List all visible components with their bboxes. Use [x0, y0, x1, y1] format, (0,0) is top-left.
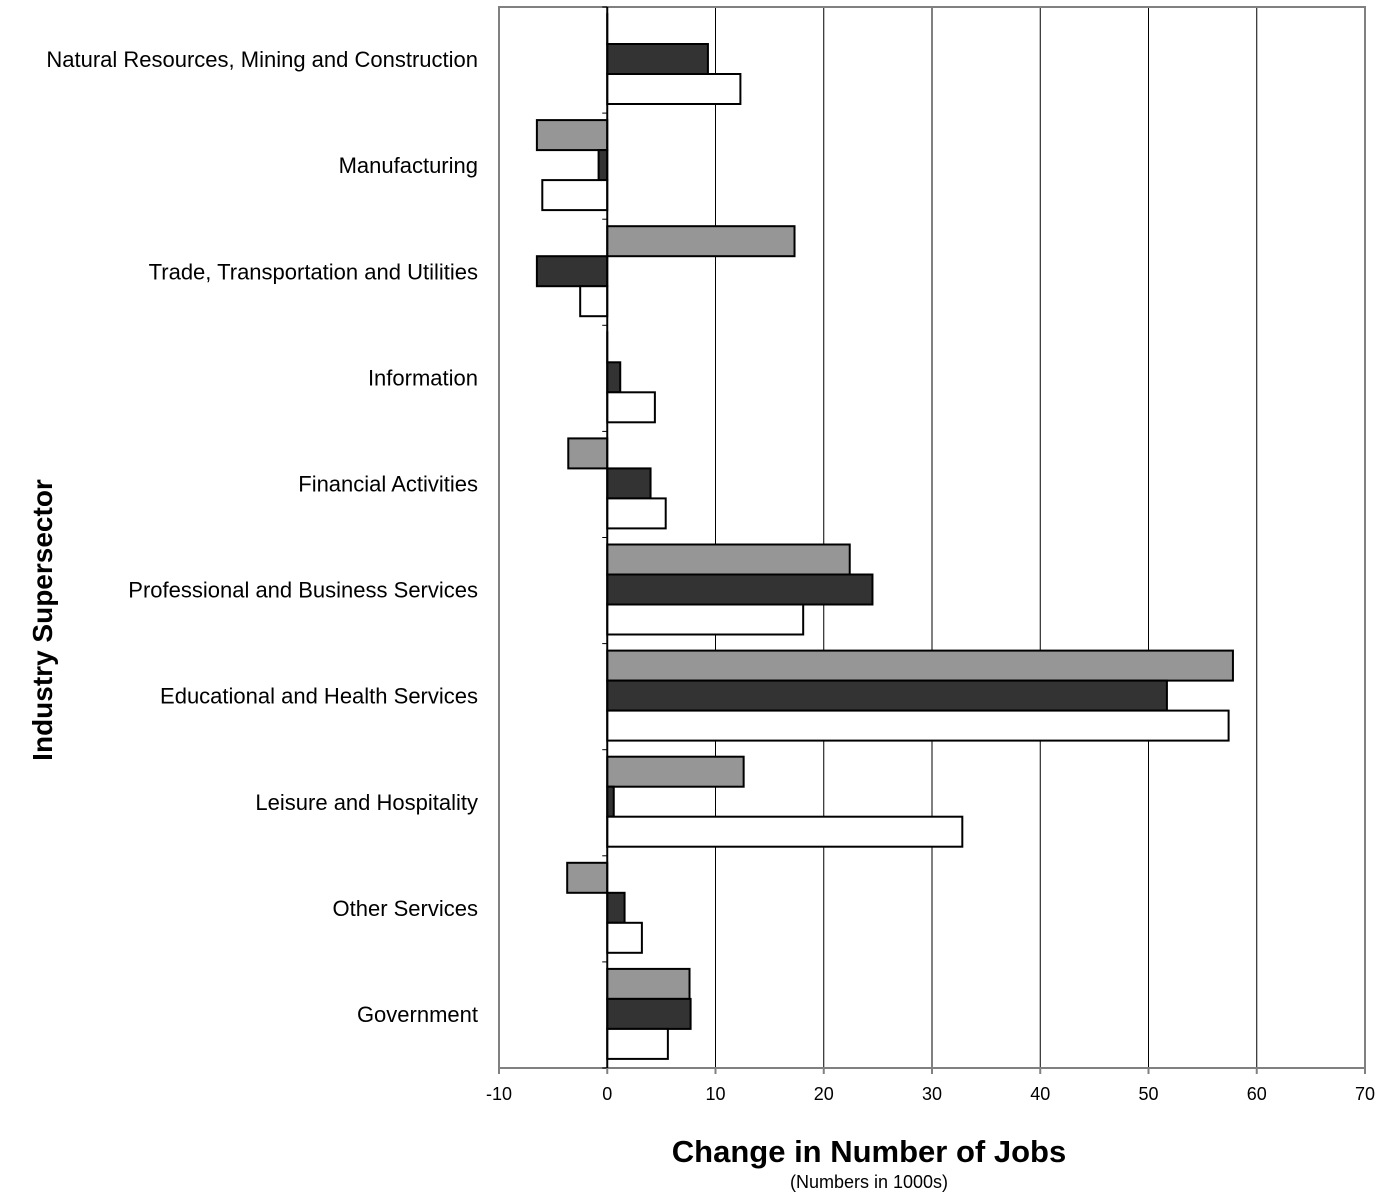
bar: [606, 43, 709, 75]
bar: [606, 543, 851, 576]
bar: [606, 967, 691, 1000]
category-label: Professional and Business Services: [128, 578, 478, 603]
bar: [606, 921, 643, 954]
x-tick-label: 70: [1355, 1084, 1375, 1104]
axes: [498, 6, 1366, 1074]
bar: [606, 709, 1230, 742]
bar: [606, 467, 652, 500]
x-tick-label: 0: [602, 1084, 612, 1104]
category-label: Leisure and Hospitality: [255, 790, 478, 815]
bar: [606, 225, 796, 258]
bars: [535, 13, 1234, 1060]
x-tick-label: 10: [705, 1084, 725, 1104]
category-label: Other Services: [333, 896, 479, 921]
category-label: Information: [368, 365, 478, 390]
bar: [579, 285, 609, 318]
bar: [606, 73, 742, 105]
bar: [606, 679, 1168, 712]
bar: [606, 1027, 669, 1060]
bar: [597, 149, 609, 182]
category-label: Educational and Health Services: [160, 684, 478, 709]
x-axis-title: Change in Number of Jobs: [672, 1134, 1066, 1169]
bar: [606, 891, 626, 924]
bar: [606, 361, 622, 394]
bar: [606, 755, 745, 788]
bar: [541, 179, 609, 212]
x-tick-labels: -10 0 10 20 30 40 50 60 70: [486, 1084, 1375, 1104]
bar: [535, 255, 609, 288]
y-axis-title: Industry Supersector: [27, 479, 58, 761]
x-tick-label: -10: [486, 1084, 512, 1104]
bar: [606, 391, 656, 424]
bar: [606, 497, 667, 530]
category-label: Trade, Transportation and Utilities: [149, 259, 478, 284]
bar: [606, 997, 692, 1030]
bar: [567, 437, 609, 470]
gridlines: [715, 7, 1258, 1068]
x-tick-label: 20: [814, 1084, 834, 1104]
category-label: Natural Resources, Mining and Constructi…: [46, 47, 478, 72]
bar: [606, 649, 1234, 682]
category-label: Government: [357, 1002, 478, 1027]
category-labels: Natural Resources, Mining and Constructi…: [46, 47, 478, 1027]
x-tick-label: 60: [1247, 1084, 1267, 1104]
x-tick-label: 40: [1030, 1084, 1050, 1104]
category-label: Financial Activities: [298, 471, 478, 496]
x-tick-label: 50: [1138, 1084, 1158, 1104]
bar: [566, 861, 609, 894]
bar: [606, 603, 805, 636]
bar: [606, 815, 964, 848]
bar: [606, 573, 874, 606]
x-tick-label: 30: [922, 1084, 942, 1104]
x-axis-subtitle: (Numbers in 1000s): [790, 1172, 948, 1192]
category-label: Manufacturing: [339, 153, 478, 178]
bar: [535, 119, 609, 152]
